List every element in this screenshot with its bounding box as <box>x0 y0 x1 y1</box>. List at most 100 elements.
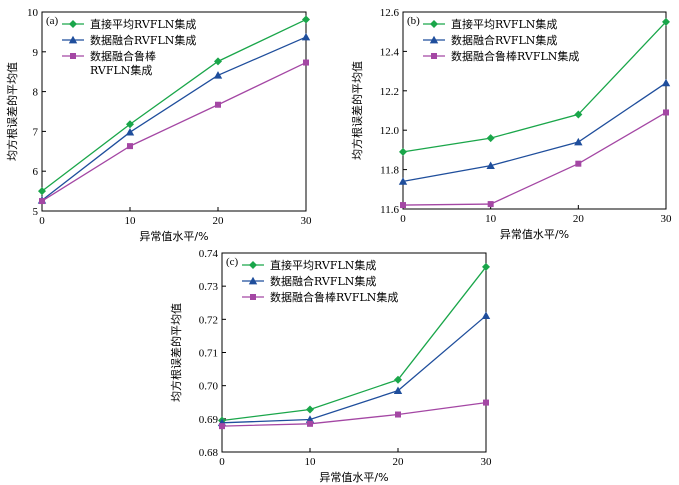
y-tick-label: 8 <box>33 87 39 99</box>
legend-marker <box>249 261 257 269</box>
y-tick-label: 9 <box>33 47 39 59</box>
legend-item: 数据融合RVFLN集成 <box>423 33 557 47</box>
y-tick-label: 5 <box>33 206 39 218</box>
y-axis-title: 均方根误差的平均值 <box>169 303 183 402</box>
data-point <box>482 262 490 271</box>
data-point <box>483 399 489 406</box>
series-line <box>402 82 667 183</box>
legend-label: 数据融合鲁棒RVFLN集成 <box>270 290 398 304</box>
legend-marker <box>429 35 439 44</box>
panel-label: (a) <box>46 15 59 27</box>
legend-marker <box>431 53 437 59</box>
data-point <box>215 101 221 108</box>
x-tick-label: 20 <box>393 456 405 468</box>
legend-marker <box>70 53 76 59</box>
y-tick-label: 11.6 <box>380 204 399 216</box>
legend-label: 直接平均RVFLN集成 <box>270 258 376 272</box>
legend-label: 数据融合鲁棒RVFLN集成 <box>451 49 579 63</box>
x-tick-label: 10 <box>305 456 317 468</box>
data-point <box>393 386 403 395</box>
series-line <box>221 266 487 422</box>
y-tick-label: 12.2 <box>380 86 399 98</box>
data-point <box>302 15 310 24</box>
legend-item: 数据融合RVFLN集成 <box>62 33 196 47</box>
x-axis-title: 异常值水平/% <box>139 230 208 243</box>
legend-item: 数据融合RVFLN集成 <box>242 274 376 288</box>
x-tick-label: 20 <box>573 213 585 225</box>
x-tick-label: 0 <box>400 213 406 225</box>
legend-marker <box>250 294 256 300</box>
x-tick-label: 0 <box>39 215 45 227</box>
data-point <box>306 405 314 414</box>
y-tick-label: 0.70 <box>199 381 219 393</box>
series-line <box>41 36 307 201</box>
legend-label: 数据融合RVFLN集成 <box>451 33 557 47</box>
data-point <box>574 110 583 119</box>
series-line <box>221 401 487 427</box>
data-point <box>301 32 311 41</box>
data-point <box>575 160 582 167</box>
data-point <box>486 134 495 143</box>
data-point <box>126 120 134 129</box>
legend-marker <box>69 20 77 28</box>
y-tick-label: 0.72 <box>199 314 218 326</box>
y-tick-label: 0.69 <box>199 414 219 426</box>
legend-item: 数据融合鲁棒RVFLN集成 <box>62 49 156 77</box>
y-tick-label: 7 <box>33 126 39 138</box>
panel-label: (c) <box>226 256 239 268</box>
data-point <box>303 59 309 66</box>
data-point <box>214 57 222 66</box>
y-tick-label: 12.0 <box>380 125 400 137</box>
data-point <box>399 147 407 156</box>
y-axis-title: 均方根误差的平均值 <box>350 61 364 160</box>
legend-label: 数据融合RVFLN集成 <box>90 33 196 47</box>
x-axis-title: 异常值水平/% <box>500 228 569 241</box>
y-axis-title: 均方根误差的平均值 <box>5 62 19 161</box>
legend-label: 数据融合鲁棒 <box>90 49 156 63</box>
plot-frame <box>41 11 307 212</box>
data-point <box>127 143 133 150</box>
series-line <box>402 111 667 206</box>
y-tick-label: 10 <box>27 7 39 19</box>
data-point <box>395 411 401 418</box>
y-tick-label: 12.6 <box>380 7 400 19</box>
data-point <box>219 423 225 430</box>
series-3 <box>39 59 309 205</box>
y-tick-label: 0.74 <box>199 248 219 260</box>
series-2 <box>398 78 671 185</box>
x-tick-label: 0 <box>219 456 225 468</box>
data-point <box>39 198 45 205</box>
data-point <box>661 78 671 87</box>
series-line <box>402 21 667 153</box>
x-tick-label: 20 <box>213 215 225 227</box>
legend-marker <box>430 20 438 28</box>
series-3 <box>219 399 489 430</box>
data-point <box>394 375 402 384</box>
legend-item: 直接平均RVFLN集成 <box>242 258 376 272</box>
y-tick-label: 12.4 <box>380 46 400 58</box>
legend-item: 数据融合鲁棒RVFLN集成 <box>423 49 579 63</box>
legend-label: RVFLN集成 <box>90 63 152 77</box>
legend-marker <box>68 35 78 44</box>
data-point <box>125 127 135 136</box>
data-point <box>398 177 408 185</box>
x-tick-label: 30 <box>661 213 673 225</box>
y-tick-label: 0.68 <box>199 447 219 459</box>
y-tick-label: 0.73 <box>199 281 219 293</box>
data-point <box>574 137 583 146</box>
y-tick-label: 6 <box>33 166 39 178</box>
y-tick-label: 11.8 <box>380 165 399 177</box>
data-point <box>662 17 670 26</box>
x-axis-title: 异常值水平/% <box>319 471 388 484</box>
series-3 <box>400 109 669 209</box>
panel-label: (b) <box>407 15 420 27</box>
chart-panel-c: 0 10 20 30 0.68 0.69 0.70 0.71 0.72 0.73 0.74 异常值水平… <box>169 248 492 484</box>
series-line <box>41 18 307 192</box>
series-line <box>41 61 307 202</box>
x-tick-label: 30 <box>301 215 313 227</box>
data-point <box>486 161 495 170</box>
legend-item: 直接平均RVFLN集成 <box>423 17 557 31</box>
